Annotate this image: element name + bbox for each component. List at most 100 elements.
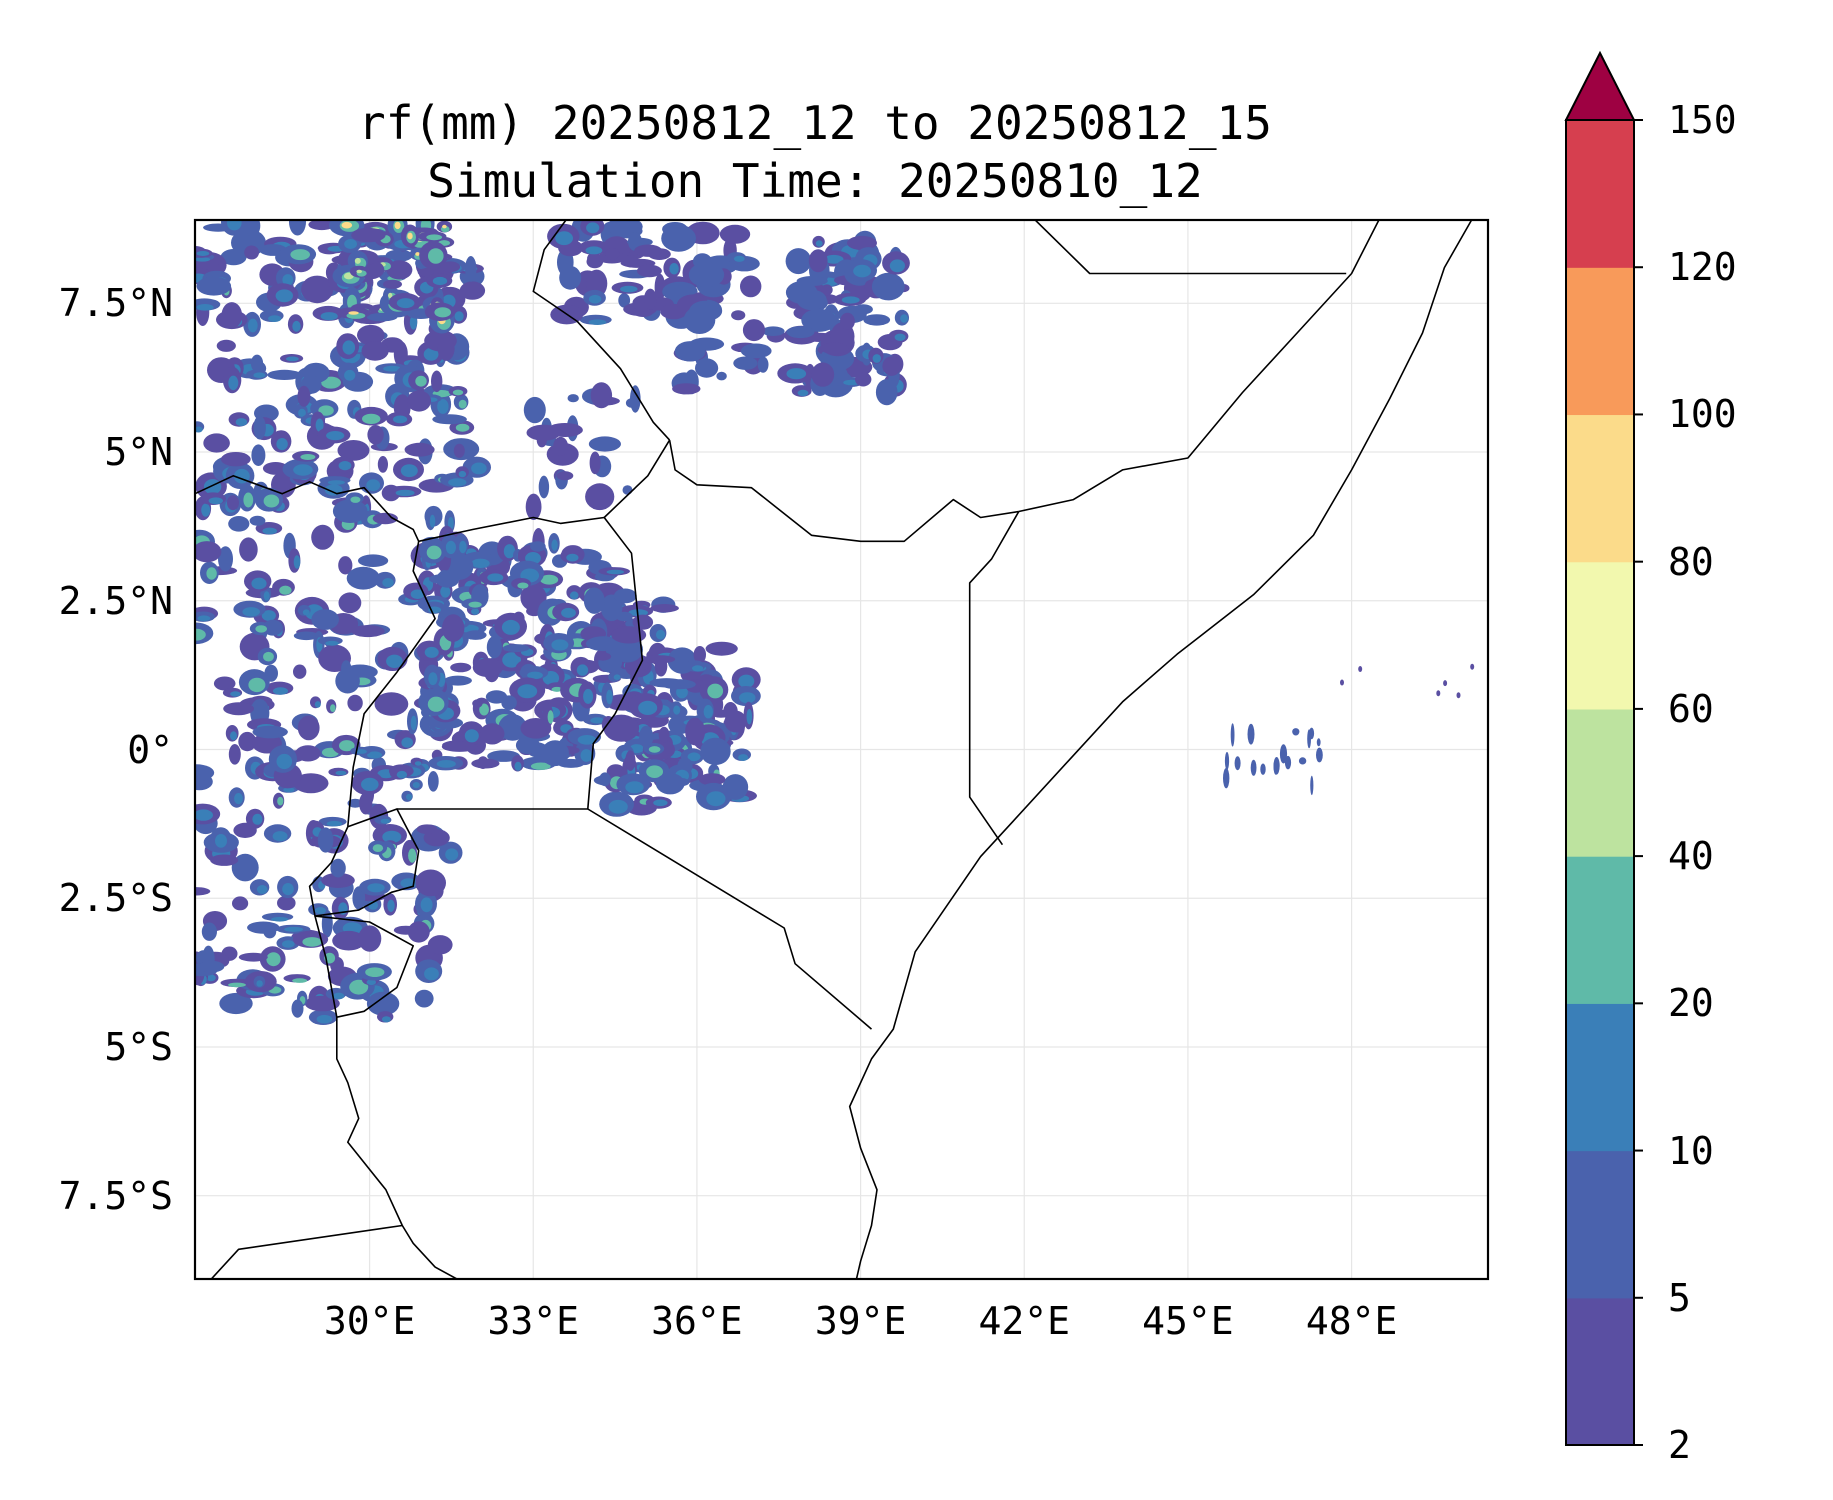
rain-cell (559, 265, 582, 290)
rain-cell (501, 695, 517, 710)
lat-tick-label: 7.5°S (58, 1173, 173, 1218)
rain-cell-heavy (580, 749, 593, 762)
rain-cell-heavy (251, 577, 267, 590)
rain-cell-heavy (427, 696, 445, 712)
rain-cell-heavy (350, 496, 361, 503)
rain-cell-heavy (503, 544, 516, 559)
rain-cell-heavy (590, 717, 605, 724)
rain-cell-heavy (514, 761, 522, 771)
somalia-coastline (848, 220, 1473, 1279)
rain-cell-heavy (410, 715, 417, 731)
drc-tanzania-border (335, 1017, 459, 1279)
colorbar (1564, 50, 1643, 1446)
rain-cell (716, 371, 727, 381)
rain-cell (1470, 663, 1475, 670)
rain-cell-heavy (300, 454, 316, 460)
figure-title-line-1: rf(mm) 20250812_12 to 20250812_15 (358, 96, 1272, 150)
rain-cell (650, 604, 679, 613)
rain-cell-peak (442, 224, 447, 229)
colorbar-tick-label: 20 (1668, 981, 1714, 1026)
rain-cell-heavy (263, 591, 270, 601)
rain-cell (875, 379, 898, 406)
rain-cell (523, 396, 546, 424)
uganda-south-sudan-border (195, 474, 605, 543)
rain-cell (232, 896, 249, 911)
rain-cell (654, 273, 666, 302)
rain-cell (338, 592, 362, 614)
rain-cell-heavy (786, 368, 807, 380)
rain-cell (244, 245, 259, 260)
rain-cell-heavy (502, 652, 521, 668)
rain-cell (464, 630, 487, 640)
rain-cell-heavy (382, 578, 394, 588)
rain-cell (594, 652, 612, 661)
rain-cell (1273, 757, 1280, 775)
rain-cell-heavy (606, 569, 624, 575)
rain-cell-heavy (293, 464, 313, 476)
rain-cell (332, 499, 368, 523)
rain-cell-heavy (284, 926, 303, 932)
colorbar-extend-arrow (1564, 50, 1636, 121)
rain-cell (210, 854, 239, 866)
rain-cell (1260, 763, 1266, 775)
rain-cell (644, 288, 657, 310)
rain-cell (585, 636, 621, 652)
rain-cell (871, 272, 905, 301)
rain-cell-heavy (455, 423, 470, 432)
rain-cell-heavy (321, 376, 341, 389)
rain-cell (216, 339, 236, 352)
rain-cell (1279, 744, 1288, 764)
rain-cell-heavy (424, 967, 439, 981)
rain-cell-heavy (195, 426, 203, 433)
colorbar-segment (1566, 856, 1634, 1004)
rain-cell (556, 471, 574, 481)
colorbar-segment (1566, 561, 1634, 710)
rain-cell-heavy (423, 347, 439, 361)
rain-cell-heavy (420, 897, 433, 913)
rain-cell-heavy (414, 761, 422, 766)
rain-cell (335, 668, 360, 694)
rain-cell (263, 925, 277, 939)
rain-cell (553, 436, 569, 456)
rain-cell (437, 336, 455, 361)
rain-cell-heavy (248, 677, 266, 693)
rain-cell (450, 662, 472, 673)
rain-cell-heavy (479, 703, 489, 716)
rain-cell-heavy (215, 834, 227, 848)
rain-cell-heavy (293, 555, 301, 569)
rain-cell (301, 275, 334, 304)
rain-cell-heavy (286, 356, 299, 362)
rain-cell-heavy (227, 220, 242, 231)
colorbar-tick-label: 120 (1668, 245, 1737, 290)
rain-cell-heavy (255, 625, 267, 633)
rain-cell-heavy (824, 254, 844, 264)
rain-cell (366, 991, 400, 1016)
rain-cell-heavy (646, 765, 663, 778)
rain-cell-heavy (196, 251, 210, 256)
rain-cell (641, 655, 676, 664)
rain-cell (244, 220, 261, 237)
rain-cell-peak (356, 269, 363, 274)
rain-cell (220, 452, 251, 467)
rain-cell-heavy (298, 408, 306, 417)
rain-cell-heavy (656, 629, 666, 640)
rain-cell-heavy (566, 553, 579, 562)
rain-cell (520, 584, 547, 611)
rain-cell (700, 737, 731, 766)
rain-cell-heavy (282, 883, 294, 896)
rain-cell (1234, 756, 1241, 771)
rain-cell-heavy (395, 489, 415, 497)
rain-cell (311, 609, 340, 630)
colorbar-tick-label: 60 (1668, 686, 1714, 731)
rain-cell-heavy (256, 885, 268, 894)
uganda-drc-border (347, 541, 436, 827)
lon-tick-label: 48°E (1305, 1299, 1398, 1343)
rain-cell-heavy (687, 752, 701, 762)
rain-cell-heavy (266, 952, 281, 967)
rain-cell-heavy (815, 240, 823, 247)
rain-cell-heavy (206, 974, 216, 982)
rain-cell (195, 887, 211, 896)
rain-cell (195, 541, 222, 563)
rain-cell-heavy (436, 760, 456, 768)
